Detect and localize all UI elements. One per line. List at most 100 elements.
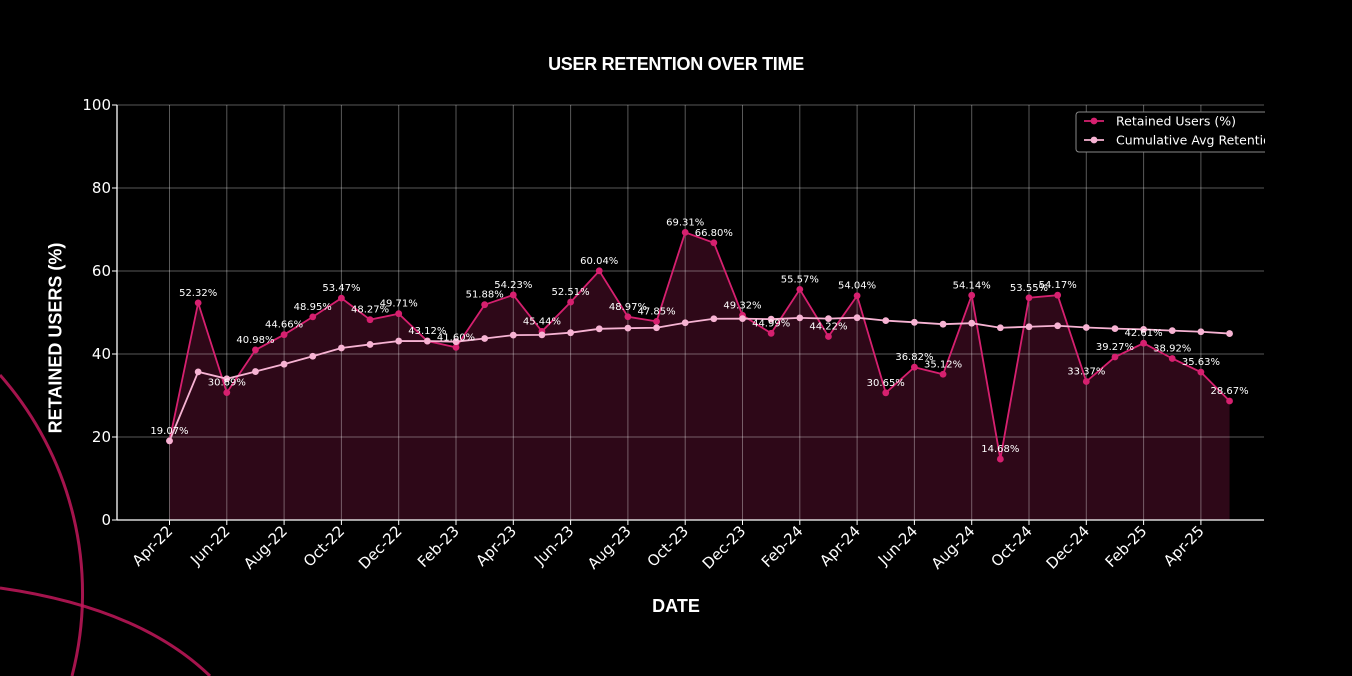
data-label: 54.14% [953, 280, 991, 291]
x-tick-label: Feb-25 [1102, 522, 1151, 571]
area-fill-retained [169, 232, 1230, 520]
retained-point [996, 455, 1004, 463]
data-label: 53.55% [1010, 283, 1048, 294]
data-label: 48.27% [351, 305, 389, 316]
x-tick-label: Dec-24 [1043, 522, 1094, 573]
retained-point [624, 313, 632, 321]
x-tick-label: Aug-24 [928, 522, 979, 573]
data-label: 53.47% [322, 283, 360, 294]
retained-point [223, 389, 231, 397]
cumulative-point [796, 314, 804, 322]
x-tick-label: Feb-24 [758, 522, 807, 571]
cumulative-point [309, 352, 317, 360]
x-tick-label: Aug-23 [584, 522, 635, 573]
decor-arc [0, 586, 212, 676]
retained-point [1168, 355, 1176, 362]
series-line-cumulative [168, 316, 1230, 442]
cumulative-point [739, 315, 746, 323]
data-label: 44.99% [752, 318, 790, 329]
data-label: 44.22% [809, 321, 847, 332]
cumulative-point [1168, 327, 1176, 335]
cumulative-point [538, 331, 546, 339]
cumulative-point [1197, 328, 1205, 336]
cumulative-point [996, 324, 1004, 332]
data-label: 44.66% [265, 320, 303, 331]
x-tick-label: Jun-24 [874, 522, 921, 569]
cumulative-point [366, 341, 374, 348]
cumulative-point [252, 368, 259, 375]
retained-point [767, 329, 775, 337]
y-tick-label: 0 [101, 511, 111, 529]
data-label: 42.61% [1125, 328, 1163, 339]
data-label: 60.04% [580, 256, 618, 267]
data-label: 30.65% [867, 378, 905, 389]
cumulative-point [452, 338, 460, 346]
x-tick-label: Aug-22 [240, 522, 291, 573]
retained-point [280, 331, 288, 339]
legend-swatch-marker [1090, 117, 1098, 125]
data-label: 45.44% [523, 316, 561, 327]
data-label: 36.82% [895, 352, 933, 363]
cumulative-point [911, 318, 918, 326]
cumulative-point [1054, 322, 1062, 330]
retained-point [681, 228, 689, 236]
data-label: 66.80% [695, 228, 733, 239]
y-tick-label: 100 [82, 96, 111, 114]
retained-point [1226, 397, 1233, 405]
retained-point [825, 333, 832, 340]
data-label: 54.23% [494, 280, 532, 291]
cumulative-point [1140, 325, 1147, 333]
data-label: 40.98% [236, 335, 274, 346]
x-tick-label: Apr-23 [472, 522, 520, 570]
decorative-arcs [0, 374, 212, 676]
retained-point [1111, 353, 1119, 361]
retained-point [567, 298, 574, 306]
data-label: 49.32% [723, 300, 761, 311]
x-tick-label: Jun-22 [186, 522, 233, 569]
cumulative-point [968, 319, 976, 327]
retained-point [1140, 339, 1147, 347]
cumulative-point [395, 337, 403, 345]
data-label: 28.67% [1210, 386, 1248, 397]
cumulative-point [509, 331, 517, 339]
data-label: 39.27% [1096, 342, 1134, 353]
cumulative-point [1025, 323, 1033, 331]
retained-point [939, 370, 947, 378]
cumulative-point [624, 324, 632, 332]
data-label: 38.92% [1153, 343, 1191, 354]
retained-point [338, 294, 345, 302]
retained-point [653, 318, 660, 325]
retained-point [968, 291, 976, 299]
x-tick-label: Feb-23 [414, 522, 463, 571]
data-label: 54.17% [1039, 280, 1077, 291]
y-tick-label: 20 [92, 428, 111, 446]
data-label: 14.68% [981, 444, 1019, 455]
cumulative-point [194, 368, 202, 376]
cumulative-point [567, 329, 574, 337]
data-label: 35.63% [1182, 357, 1220, 368]
chart-title: USER RETENTION OVER TIME [548, 54, 804, 74]
x-axis-label: DATE [652, 596, 700, 616]
x-tick-label: Oct-23 [644, 522, 692, 570]
cumulative-point [825, 315, 832, 323]
retained-point [194, 299, 202, 307]
cumulative-point [423, 337, 431, 345]
series-line-retained [168, 231, 1231, 460]
retained-point [595, 267, 603, 275]
data-label: 35.12% [924, 359, 962, 370]
cumulative-point [338, 344, 345, 352]
retained-point [796, 285, 804, 293]
x-tick-label: Apr-22 [129, 522, 177, 570]
retained-point [710, 239, 718, 247]
data-label: 48.97% [609, 302, 647, 313]
data-label: 43.12% [408, 326, 446, 337]
data-label: 49.71% [380, 299, 418, 310]
data-label: 47.85% [637, 306, 675, 317]
cumulative-point [681, 319, 689, 327]
x-tick-label: Jun-23 [530, 522, 577, 569]
retained-point [395, 310, 403, 318]
retained-point [252, 346, 259, 354]
data-label: 52.51% [552, 287, 590, 298]
retained-point [1054, 291, 1062, 299]
